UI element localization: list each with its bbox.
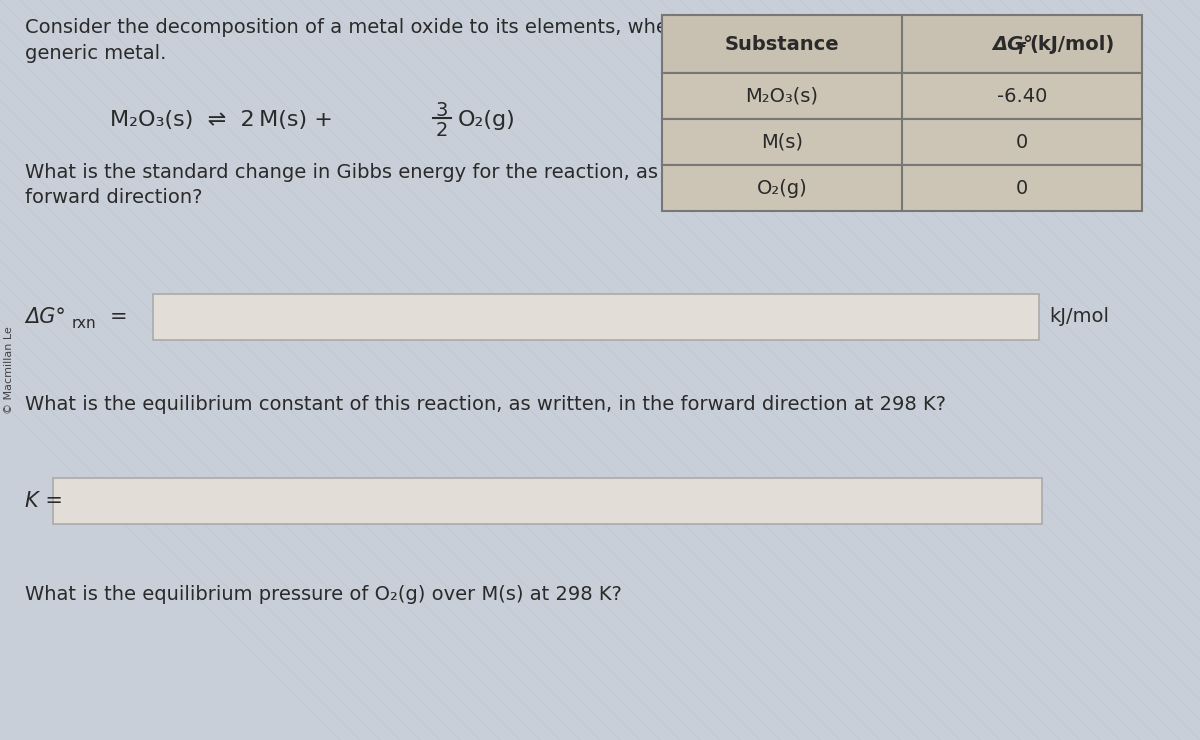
FancyBboxPatch shape	[662, 165, 1142, 211]
Text: O₂(g): O₂(g)	[458, 110, 516, 130]
Text: M₂O₃(s)  ⇌  2 M(s) +: M₂O₃(s) ⇌ 2 M(s) +	[110, 110, 332, 130]
Text: forward direction?: forward direction?	[25, 188, 203, 207]
Text: -6.40: -6.40	[997, 87, 1048, 106]
Text: =: =	[110, 307, 127, 327]
Text: 3: 3	[436, 101, 448, 119]
Text: Substance: Substance	[725, 35, 839, 53]
Text: 0: 0	[1016, 178, 1028, 198]
FancyBboxPatch shape	[154, 294, 1039, 340]
Text: generic metal.: generic metal.	[25, 44, 167, 63]
Text: M₂O₃(s): M₂O₃(s)	[745, 87, 818, 106]
Text: What is the equilibrium constant of this reaction, as written, in the forward di: What is the equilibrium constant of this…	[25, 395, 946, 414]
Text: f: f	[1018, 42, 1024, 58]
Text: 2: 2	[436, 121, 448, 140]
Text: (kJ/mol): (kJ/mol)	[1030, 35, 1115, 53]
FancyBboxPatch shape	[662, 119, 1142, 165]
FancyBboxPatch shape	[662, 73, 1142, 119]
FancyBboxPatch shape	[53, 478, 1042, 524]
Text: O₂(g): O₂(g)	[757, 178, 808, 198]
Text: Consider the decomposition of a metal oxide to its elements, where M represents : Consider the decomposition of a metal ox…	[25, 18, 839, 37]
Text: M(s): M(s)	[761, 132, 803, 152]
Text: K =: K =	[25, 491, 62, 511]
Text: rxn: rxn	[72, 315, 97, 331]
Text: What is the standard change in Gibbs energy for the reaction, as written, in the: What is the standard change in Gibbs ene…	[25, 163, 802, 182]
Text: What is the equilibrium pressure of O₂(g) over M(s) at 298 K?: What is the equilibrium pressure of O₂(g…	[25, 585, 622, 604]
FancyBboxPatch shape	[662, 15, 1142, 73]
Text: 0: 0	[1016, 132, 1028, 152]
Text: ΔG°: ΔG°	[25, 307, 66, 327]
Text: © Macmillan Le: © Macmillan Le	[4, 326, 14, 414]
Text: ΔG°: ΔG°	[992, 35, 1033, 53]
Text: kJ/mol: kJ/mol	[1049, 308, 1109, 326]
